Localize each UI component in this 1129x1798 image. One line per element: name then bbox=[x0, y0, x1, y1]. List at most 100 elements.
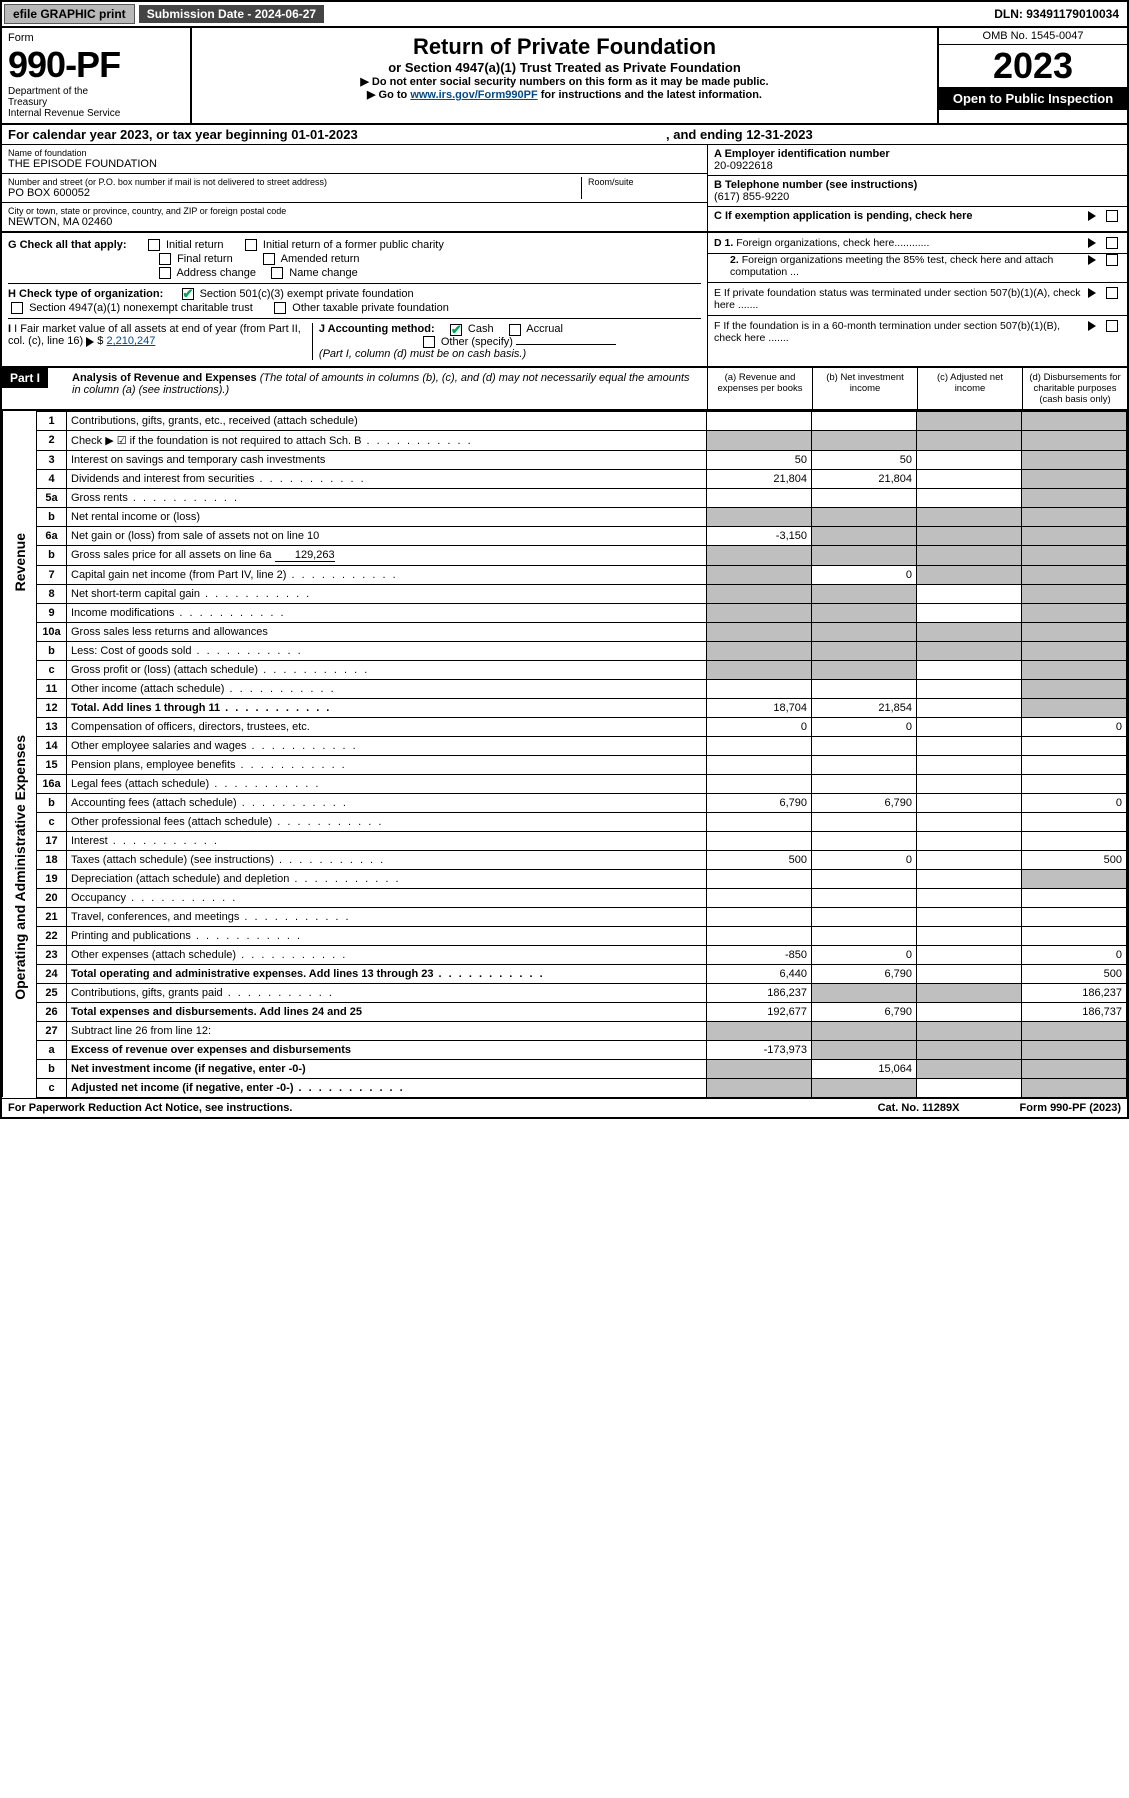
cell-grey bbox=[707, 584, 812, 603]
d2-checkbox[interactable] bbox=[1106, 254, 1118, 266]
section-spacer bbox=[3, 1021, 37, 1097]
table-row: 27Subtract line 26 from line 12: bbox=[3, 1021, 1127, 1040]
g-opt-3: Amended return bbox=[281, 253, 360, 265]
cell-value bbox=[917, 831, 1022, 850]
line-desc: Check ▶ ☑ if the foundation is not requi… bbox=[67, 430, 707, 450]
line-desc: Pension plans, employee benefits bbox=[67, 755, 707, 774]
cell-grey bbox=[917, 507, 1022, 526]
submission-date: Submission Date - 2024-06-27 bbox=[139, 5, 324, 23]
cell-value bbox=[917, 869, 1022, 888]
accrual-checkbox[interactable] bbox=[509, 324, 521, 336]
line-number: 2 bbox=[37, 430, 67, 450]
initial-return-checkbox[interactable] bbox=[148, 239, 160, 251]
table-row: 25Contributions, gifts, grants paid186,2… bbox=[3, 983, 1127, 1002]
cell-value bbox=[917, 736, 1022, 755]
h-label: H Check type of organization: bbox=[8, 288, 163, 300]
form-page: efile GRAPHIC print Submission Date - 20… bbox=[0, 0, 1129, 1119]
exemption-cell: C If exemption application is pending, c… bbox=[708, 207, 1127, 225]
cell-value bbox=[812, 888, 917, 907]
arrow-icon bbox=[1088, 255, 1096, 265]
cell-value: 6,790 bbox=[812, 1002, 917, 1021]
cell-value: 21,804 bbox=[707, 469, 812, 488]
name-change-checkbox[interactable] bbox=[271, 267, 283, 279]
e-checkbox[interactable] bbox=[1106, 287, 1118, 299]
501c3-checkbox[interactable] bbox=[182, 288, 194, 300]
line-desc: Travel, conferences, and meetings bbox=[67, 907, 707, 926]
line-desc: Adjusted net income (if negative, enter … bbox=[67, 1078, 707, 1097]
cell-value bbox=[1022, 755, 1127, 774]
g-label: G Check all that apply: bbox=[8, 239, 127, 251]
table-row: 15Pension plans, employee benefits bbox=[3, 755, 1127, 774]
h-opt-2: Other taxable private foundation bbox=[292, 302, 449, 314]
table-row: 12Total. Add lines 1 through 1118,70421,… bbox=[3, 698, 1127, 717]
f-checkbox[interactable] bbox=[1106, 320, 1118, 332]
part1-label: Part I bbox=[2, 368, 48, 388]
fmv-link[interactable]: 2,210,247 bbox=[106, 335, 155, 347]
line-number: 25 bbox=[37, 983, 67, 1002]
address-change-checkbox[interactable] bbox=[159, 267, 171, 279]
cell-grey bbox=[917, 526, 1022, 545]
cell-value: 186,237 bbox=[707, 983, 812, 1002]
instructions-link[interactable]: www.irs.gov/Form990PF bbox=[410, 89, 537, 101]
cash-checkbox[interactable] bbox=[450, 324, 462, 336]
table-row: 20Occupancy bbox=[3, 888, 1127, 907]
g-opt-1: Initial return of a former public charit… bbox=[263, 239, 444, 251]
room-label: Room/suite bbox=[588, 177, 701, 187]
line-number: b bbox=[37, 1059, 67, 1078]
cell-grey bbox=[1022, 545, 1127, 565]
other-method-checkbox[interactable] bbox=[423, 336, 435, 348]
amended-return-checkbox[interactable] bbox=[263, 253, 275, 265]
g-row: G Check all that apply: Initial return I… bbox=[8, 239, 701, 251]
phone-value: (617) 855-9220 bbox=[714, 191, 1121, 203]
table-row: Operating and Administrative Expenses13C… bbox=[3, 717, 1127, 736]
cell-value: 0 bbox=[707, 717, 812, 736]
line-desc: Interest on savings and temporary cash i… bbox=[67, 450, 707, 469]
table-row: 23Other expenses (attach schedule)-85000 bbox=[3, 945, 1127, 964]
note2-post: for instructions and the latest informat… bbox=[538, 89, 762, 101]
4947a1-checkbox[interactable] bbox=[11, 302, 23, 314]
table-row: 26Total expenses and disbursements. Add … bbox=[3, 1002, 1127, 1021]
cell-grey bbox=[812, 622, 917, 641]
table-row: cOther professional fees (attach schedul… bbox=[3, 812, 1127, 831]
line-desc: Income modifications bbox=[67, 603, 707, 622]
header-right: OMB No. 1545-0047 2023 Open to Public In… bbox=[937, 28, 1127, 123]
cell-value bbox=[917, 907, 1022, 926]
i-label: I bbox=[8, 323, 11, 335]
cell-value bbox=[707, 755, 812, 774]
line-desc: Other expenses (attach schedule) bbox=[67, 945, 707, 964]
line-desc: Compensation of officers, directors, tru… bbox=[67, 717, 707, 736]
line-number: 20 bbox=[37, 888, 67, 907]
d1-checkbox[interactable] bbox=[1106, 237, 1118, 249]
cell-grey bbox=[917, 411, 1022, 430]
final-return-checkbox[interactable] bbox=[159, 253, 171, 265]
line-desc: Depreciation (attach schedule) and deple… bbox=[67, 869, 707, 888]
cal-pre: For calendar year 2023, or tax year begi… bbox=[8, 127, 358, 142]
table-row: 10aGross sales less returns and allowanc… bbox=[3, 622, 1127, 641]
cell-value: 50 bbox=[812, 450, 917, 469]
efile-print-button[interactable]: efile GRAPHIC print bbox=[4, 4, 135, 24]
cell-value bbox=[917, 603, 1022, 622]
line-desc: Taxes (attach schedule) (see instruction… bbox=[67, 850, 707, 869]
col-a-head: (a) Revenue and expenses per books bbox=[707, 368, 812, 409]
cell-grey bbox=[917, 565, 1022, 584]
j-other: Other (specify) bbox=[441, 336, 513, 348]
exemption-checkbox[interactable] bbox=[1106, 210, 1118, 222]
cell-grey bbox=[707, 660, 812, 679]
initial-former-checkbox[interactable] bbox=[245, 239, 257, 251]
table-row: bAccounting fees (attach schedule)6,7906… bbox=[3, 793, 1127, 812]
line-desc: Accounting fees (attach schedule) bbox=[67, 793, 707, 812]
cell-value bbox=[707, 736, 812, 755]
cell-value bbox=[917, 945, 1022, 964]
table-row: 16aLegal fees (attach schedule) bbox=[3, 774, 1127, 793]
table-row: 17Interest bbox=[3, 831, 1127, 850]
g-opt-0: Initial return bbox=[166, 239, 223, 251]
cell-value bbox=[917, 488, 1022, 507]
line-number: 6a bbox=[37, 526, 67, 545]
cell-value: 6,790 bbox=[812, 793, 917, 812]
other-taxable-checkbox[interactable] bbox=[274, 302, 286, 314]
line-desc: Gross profit or (loss) (attach schedule) bbox=[67, 660, 707, 679]
section-label: Revenue bbox=[3, 411, 37, 717]
cell-value bbox=[812, 812, 917, 831]
cell-value bbox=[812, 411, 917, 430]
part1-table: Revenue1Contributions, gifts, grants, et… bbox=[2, 411, 1127, 1098]
